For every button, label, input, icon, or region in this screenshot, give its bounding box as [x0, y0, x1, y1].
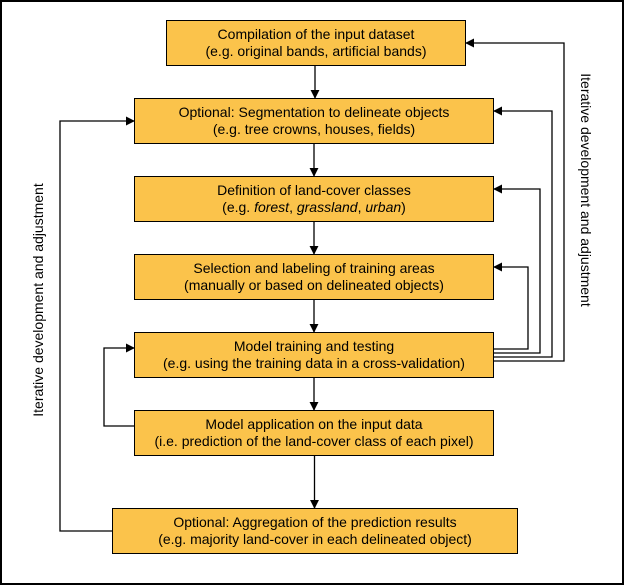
- node-title: Selection and labeling of training areas: [193, 260, 434, 278]
- node-subtitle: (e.g. majority land-cover in each deline…: [158, 531, 472, 549]
- flow-node-n6: Model application on the input data(i.e.…: [134, 410, 494, 456]
- node-subtitle: (i.e. prediction of the land-cover class…: [154, 433, 473, 451]
- node-title: Compilation of the input dataset: [218, 26, 415, 44]
- node-title: Optional: Aggregation of the prediction …: [173, 514, 456, 532]
- node-subtitle: (e.g. using the training data in a cross…: [163, 355, 465, 373]
- flow-node-n3: Definition of land-cover classes(e.g. fo…: [134, 176, 494, 222]
- left-side-label: Iterative development and adjustment: [30, 170, 46, 430]
- flowchart-canvas: Compilation of the input dataset(e.g. or…: [0, 0, 624, 585]
- flow-node-n2: Optional: Segmentation to delineate obje…: [134, 98, 494, 144]
- flow-node-n7: Optional: Aggregation of the prediction …: [112, 508, 518, 554]
- node-title: Model application on the input data: [205, 416, 422, 434]
- node-title: Definition of land-cover classes: [217, 182, 411, 200]
- flow-node-n1: Compilation of the input dataset(e.g. or…: [166, 20, 466, 66]
- node-title: Optional: Segmentation to delineate obje…: [179, 104, 450, 122]
- flow-node-n4: Selection and labeling of training areas…: [134, 254, 494, 300]
- flow-node-n5: Model training and testing(e.g. using th…: [134, 332, 494, 378]
- node-subtitle: (e.g. tree crowns, houses, fields): [213, 121, 415, 139]
- node-title: Model training and testing: [234, 338, 394, 356]
- right-side-label: Iterative development and adjustment: [578, 60, 594, 320]
- node-subtitle: (e.g. original bands, artificial bands): [205, 43, 426, 61]
- node-subtitle: (e.g. forest, grassland, urban): [222, 199, 406, 217]
- node-subtitle: (manually or based on delineated objects…: [184, 277, 444, 295]
